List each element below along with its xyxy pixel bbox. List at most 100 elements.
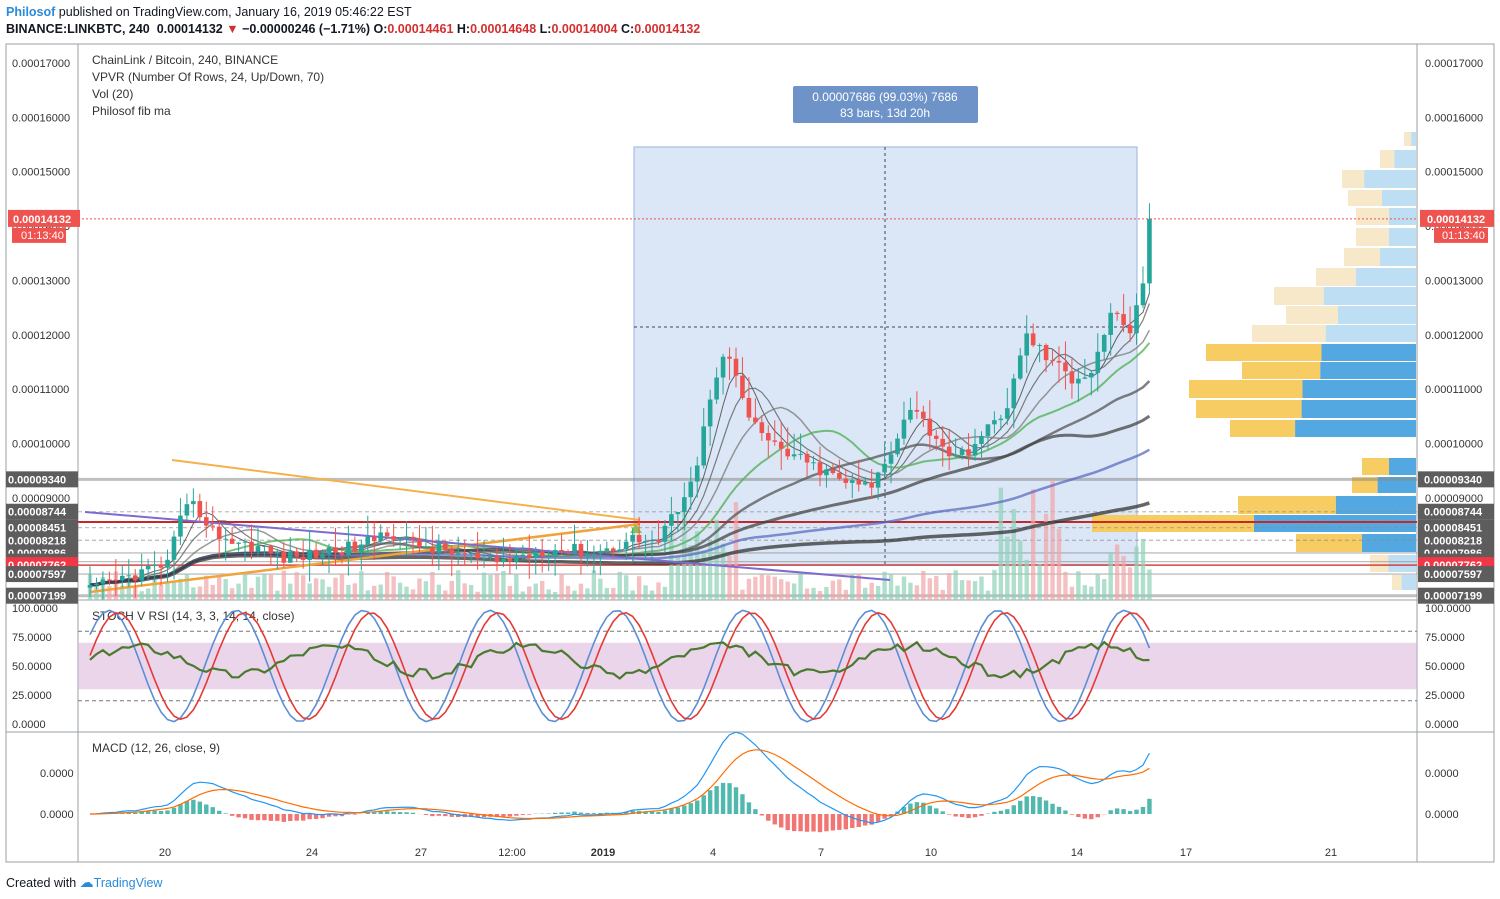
macd-histogram-bar [152, 810, 157, 814]
volume-bar [766, 575, 771, 600]
level-label-bg [6, 532, 78, 549]
macd-histogram-bar [1030, 796, 1036, 814]
volume-bar [158, 584, 164, 600]
macd-title: MACD (12, 26, close, 9) [92, 741, 220, 755]
volume-bar [107, 586, 112, 600]
symbol-label: BINANCE:LINKBTC, 240 [6, 22, 150, 36]
x-axis-tick: 20 [159, 847, 171, 859]
macd-histogram-bar [372, 812, 377, 814]
author-name[interactable]: Philosof [6, 5, 56, 19]
candle-body [365, 536, 371, 545]
volume-bar [1056, 528, 1062, 600]
candle-body [262, 545, 267, 547]
macd-histogram-bar [630, 810, 635, 814]
candle-body [1082, 377, 1088, 379]
right-price-tick: 0.00011000 [1425, 384, 1482, 396]
countdown-label: 01:13:40 [21, 230, 64, 242]
volume-bar [501, 571, 506, 600]
volume-bar [1024, 559, 1029, 600]
macd-histogram-bar [126, 812, 131, 814]
low-value: 0.00014004 [551, 22, 618, 36]
macd-histogram-bar [1069, 814, 1075, 815]
volume-bar [300, 575, 306, 600]
down-arrow-icon: ▼ [226, 22, 239, 36]
candle-body [1140, 283, 1146, 306]
candle-body [488, 556, 493, 558]
tradingview-brand[interactable]: TradingView [93, 876, 163, 890]
candle-body [113, 579, 119, 581]
volume-bar [443, 590, 448, 600]
low-label: L: [539, 22, 552, 36]
x-axis-tick: 2019 [591, 847, 615, 859]
level-label-text: 0.00008218 [1424, 535, 1482, 547]
macd-histogram-bar [1140, 806, 1146, 814]
candle-body [514, 555, 519, 562]
macd-histogram-bar [443, 814, 448, 817]
candle-body [908, 409, 913, 420]
macd-histogram-bar [1011, 805, 1016, 814]
volume-bar [811, 587, 816, 600]
left-price-tick: 0.00013000 [12, 275, 70, 287]
volume-bar [152, 579, 157, 600]
volume-bar [940, 589, 945, 600]
level-label-text: 0.00009340 [1424, 474, 1482, 486]
level-label-text: 0.00008451 [8, 523, 66, 535]
candle-body [229, 538, 235, 544]
volume-bar [779, 579, 784, 600]
candle-body [585, 553, 590, 557]
candle-body [669, 514, 674, 526]
macd-histogram-bar [863, 814, 868, 826]
publish-info: Philosof published on TradingView.com, J… [6, 5, 412, 19]
vpvr-down-bar [1252, 325, 1326, 342]
volume-bar [262, 574, 267, 600]
macd-histogram-bar [759, 814, 765, 816]
volume-bar [184, 573, 190, 600]
vpvr-down-bar [1362, 458, 1389, 475]
stoch-left-tick: 0.0000 [12, 719, 46, 731]
volume-bar [1134, 546, 1139, 600]
candle-body [966, 449, 971, 456]
volume-bar [1030, 489, 1036, 600]
candle-body [1147, 218, 1152, 284]
candle-body [236, 542, 241, 544]
right-price-tick: 0.00016000 [1425, 112, 1483, 124]
candle-body [346, 541, 351, 556]
macd-histogram-bar [830, 814, 836, 831]
volume-bar [804, 588, 810, 600]
macd-histogram-bar [559, 812, 564, 814]
candle-body [404, 536, 409, 539]
volume-bar [320, 579, 325, 600]
candle-body [197, 501, 203, 518]
x-axis-tick: 7 [818, 847, 824, 859]
candle-body [223, 538, 228, 540]
legend-entry: ChainLink / Bitcoin, 240, BINANCE [92, 53, 278, 67]
tradingview-logo-icon[interactable]: ☁ [79, 874, 94, 890]
volume-bar [895, 585, 900, 600]
legend-entry: Philosof fib ma [92, 104, 171, 118]
level-label-bg [1418, 566, 1494, 583]
chart-canvas[interactable]: 0.00007686 (99.03%) 7686 83 bars, 13d 20h… [0, 0, 1500, 870]
vpvr-up-bar [1364, 170, 1416, 188]
candle-body [501, 558, 506, 563]
volume-bar [191, 587, 196, 600]
candle-body [1095, 351, 1101, 373]
stoch-right-tick: 100.0000 [1425, 603, 1471, 615]
macd-histogram-bar [669, 808, 674, 814]
candle-body [998, 418, 1004, 421]
macd-histogram-bar [921, 802, 926, 814]
candle-body [1024, 333, 1029, 356]
candle-body [707, 399, 713, 427]
vpvr-down-bar [1230, 420, 1296, 437]
candle-body [940, 438, 946, 447]
level-label-bg [6, 519, 78, 536]
rsi-line [89, 640, 1150, 680]
stoch-right-tick: 0.0000 [1425, 719, 1459, 731]
level-label-text: 0.00008744 [1424, 507, 1483, 519]
level-label-text: 0.00008744 [8, 507, 67, 519]
candle-body [772, 440, 778, 442]
macd-histogram-bar [824, 814, 829, 832]
macd-histogram-bar [946, 814, 952, 815]
x-axis-tick: 14 [1071, 847, 1083, 859]
vpvr-down-bar [1352, 477, 1378, 493]
macd-histogram-bar [139, 811, 144, 814]
